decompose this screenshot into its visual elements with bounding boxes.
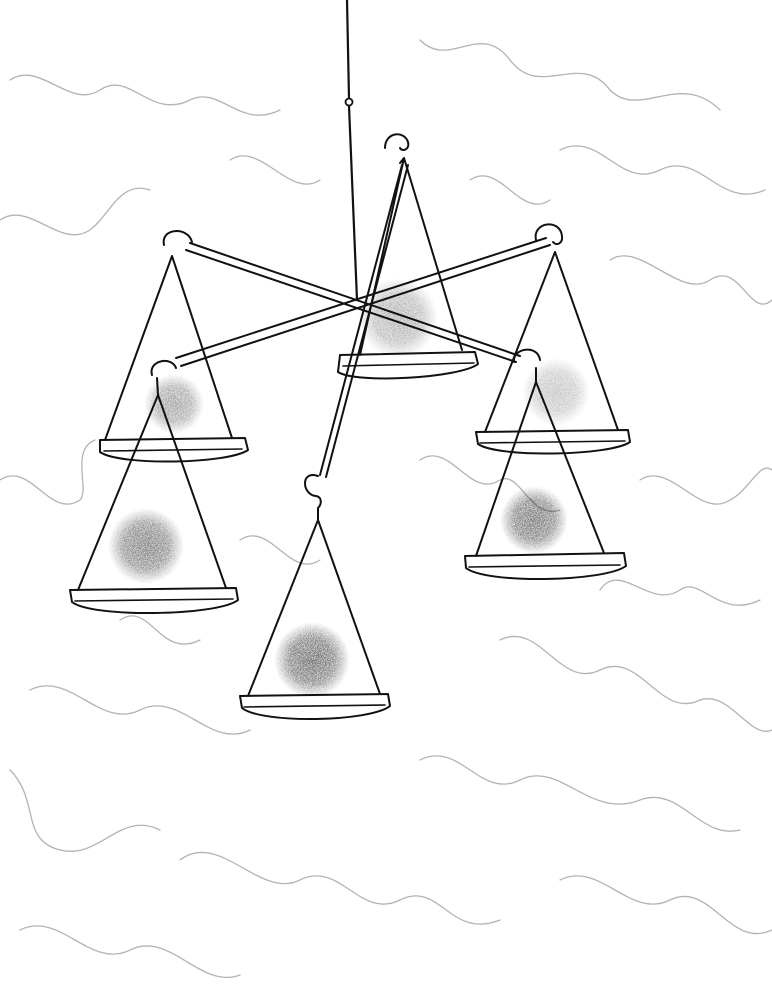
pencil-squiggle <box>639 467 772 505</box>
pan-upper-left <box>99 230 249 463</box>
pan-dish-lower-right <box>464 552 627 580</box>
pencil-squiggle <box>559 875 772 935</box>
pencil-squiggle <box>559 145 766 195</box>
pencil-squiggle <box>239 535 321 565</box>
pencil-shading <box>108 508 184 584</box>
pencil-squiggle <box>469 175 551 205</box>
pencil-squiggle <box>419 39 721 111</box>
pan-hook-upper-right <box>534 223 564 245</box>
pencil-shading <box>522 358 590 426</box>
pan-hook-upper-left <box>162 230 193 246</box>
weight-ball-upper-right <box>522 358 590 426</box>
pencil-squiggle <box>609 255 772 305</box>
pencil-shading <box>500 486 568 554</box>
pan-lower-center <box>239 474 391 721</box>
pan-lower-left <box>69 359 239 614</box>
weight-ball-lower-center <box>274 622 350 698</box>
pan-upper-right <box>475 223 631 455</box>
weight-ball-top-center <box>358 278 438 358</box>
pan-dish-lower-center <box>239 693 391 721</box>
pencil-squiggle <box>179 851 501 925</box>
hanging-string <box>344 0 359 302</box>
pan-dish-upper-right <box>475 429 631 455</box>
pencil-squiggle <box>0 187 151 236</box>
pencil-squiggle <box>119 615 201 645</box>
pencil-squiggle <box>9 74 281 116</box>
pencil-squiggle <box>29 685 251 735</box>
pan-lower-right <box>464 348 627 580</box>
pencil-squiggle <box>9 769 161 852</box>
pan-hook-lower-center <box>304 474 322 521</box>
pencil-squiggle-background <box>0 39 772 978</box>
pencil-squiggle <box>0 439 96 505</box>
pencil-shading <box>358 278 438 358</box>
pan-dish-lower-left <box>69 587 239 614</box>
string-knot <box>344 97 354 107</box>
pencil-squiggle <box>419 755 741 832</box>
weight-ball-lower-left <box>108 508 184 584</box>
mobile-crossbars <box>175 164 551 478</box>
pan-hook-lower-left <box>150 359 177 396</box>
pencil-squiggle <box>229 155 321 185</box>
weight-ball-lower-right <box>500 486 568 554</box>
pan-hook-top-center <box>384 133 410 151</box>
pan-dish-top-center <box>337 351 479 380</box>
pencil-shading <box>144 374 204 434</box>
weight-ball-upper-left <box>144 374 204 434</box>
pencil-squiggle <box>19 925 241 978</box>
pan-hook-lower-right <box>512 348 541 383</box>
pan-top-center <box>337 133 479 380</box>
pencil-shading <box>274 622 350 698</box>
pencil-squiggle <box>499 635 772 732</box>
pencil-squiggle <box>599 579 761 606</box>
